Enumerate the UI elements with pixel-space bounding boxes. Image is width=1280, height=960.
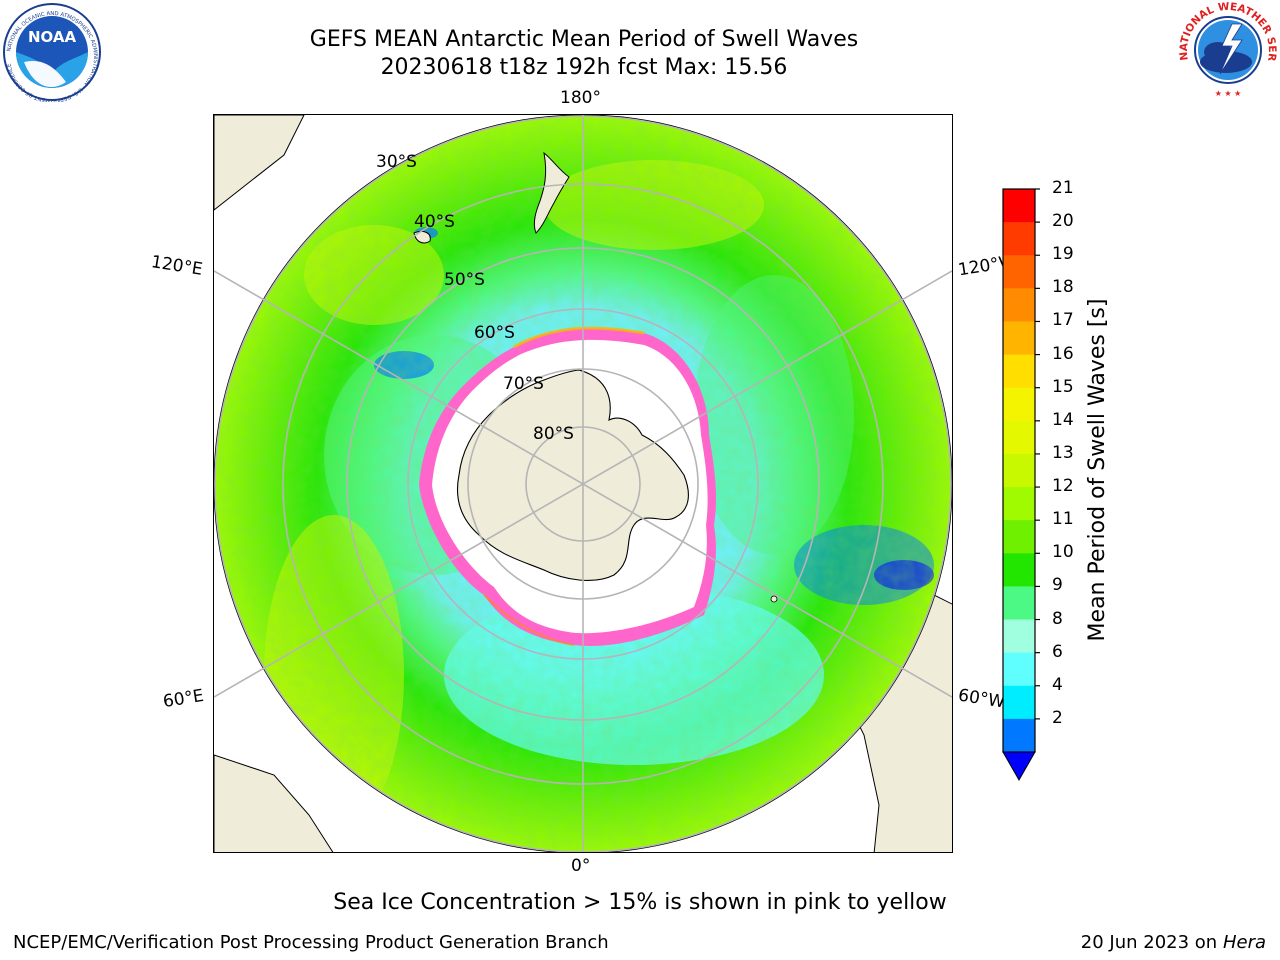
colorbar bbox=[1002, 188, 1040, 782]
colorbar-cell bbox=[1003, 453, 1035, 488]
colorbar-tick-label: 13 bbox=[1052, 442, 1074, 463]
land-new-zealand bbox=[533, 151, 570, 234]
colorbar-cell bbox=[1003, 354, 1035, 389]
colorbar-tick-label: 8 bbox=[1052, 608, 1063, 629]
colorbar-cell bbox=[1003, 321, 1035, 356]
noaa-logo: NOAA NATIONAL OCEANIC AND ATMOSPHERIC AD… bbox=[3, 3, 101, 102]
colorbar-tick-label: 14 bbox=[1052, 409, 1074, 430]
colorbar-cell bbox=[1003, 586, 1035, 621]
colorbar-tick-label: 21 bbox=[1052, 178, 1074, 198]
noaa-logo-text: NOAA bbox=[28, 28, 77, 46]
meridian-label-60w: 60°W bbox=[956, 685, 1007, 713]
land-south-africa bbox=[214, 754, 334, 852]
parallel-label-60s: 60°S bbox=[474, 323, 515, 343]
colorbar-cell bbox=[1003, 718, 1035, 753]
colorbar-tick-label: 17 bbox=[1052, 310, 1074, 331]
footer-host: Hera bbox=[1222, 932, 1266, 953]
colorbar-tick-label: 12 bbox=[1052, 476, 1074, 497]
land-australia bbox=[214, 115, 305, 211]
colorbar-label: Mean Period of Swell Waves [s] bbox=[1085, 298, 1110, 642]
colorbar-cell bbox=[1003, 288, 1035, 322]
colorbar-tick-label: 4 bbox=[1052, 674, 1063, 695]
land-antarctica bbox=[456, 369, 689, 581]
footer-date-text: 20 Jun 2023 on bbox=[1080, 932, 1218, 953]
map-panel bbox=[213, 114, 953, 853]
colorbar-cell bbox=[1003, 255, 1035, 289]
svg-text:★ ★ ★: ★ ★ ★ bbox=[1215, 89, 1242, 98]
meridian-label-120e: 120°E bbox=[149, 252, 204, 280]
colorbar-tick-label: 10 bbox=[1052, 542, 1074, 563]
map-svg bbox=[214, 115, 952, 852]
colorbar-tick-label: 19 bbox=[1052, 244, 1074, 265]
meridian-label-60e: 60°E bbox=[161, 685, 206, 713]
colorbar-extend-arrow bbox=[1002, 751, 1036, 782]
colorbar-tick-label: 6 bbox=[1052, 641, 1063, 662]
colorbar-tick-label: 18 bbox=[1052, 277, 1074, 298]
colorbar-tick-label: 9 bbox=[1052, 575, 1063, 596]
footer-branch: NCEP/EMC/Verification Post Processing Pr… bbox=[13, 932, 609, 953]
parallel-label-50s: 50°S bbox=[444, 270, 485, 290]
colorbar-cell bbox=[1003, 189, 1035, 223]
meridian-label-180: 180° bbox=[560, 88, 601, 108]
nws-logo: NATIONAL WEATHER SERVICE ★ ★ ★ bbox=[1176, 0, 1278, 98]
colorbar-tick-label: 11 bbox=[1052, 509, 1074, 530]
parallel-label-70s: 70°S bbox=[503, 374, 544, 394]
parallel-label-30s: 30°S bbox=[376, 152, 417, 172]
sea-ice-note: Sea Ice Concentration > 15% is shown in … bbox=[333, 890, 947, 915]
chart-subtitle: 20230618 t18z 192h fcst Max: 15.56 bbox=[380, 55, 788, 80]
colorbar-cell bbox=[1003, 619, 1035, 654]
colorbar-tick-labels: 21 20 19 18 17 16 15 14 13 12 11 10 9 8 6 4 2 bbox=[1052, 0, 1092, 960]
colorbar-cell bbox=[1003, 420, 1035, 455]
colorbar-cell bbox=[1003, 553, 1035, 587]
colorbar-tick-label: 2 bbox=[1052, 707, 1063, 728]
footer-date: 20 Jun 2023 on Hera bbox=[1081, 932, 1266, 953]
graticule bbox=[214, 115, 952, 852]
colorbar-cell bbox=[1003, 652, 1035, 687]
colorbar-tick-label: 16 bbox=[1052, 343, 1074, 364]
colorbar-cell bbox=[1003, 222, 1035, 256]
parallel-label-80s: 80°S bbox=[533, 424, 574, 444]
colorbar-tick-label: 20 bbox=[1052, 211, 1074, 232]
chart-title: GEFS MEAN Antarctic Mean Period of Swell… bbox=[309, 27, 859, 52]
parallel-label-40s: 40°S bbox=[414, 212, 455, 232]
colorbar-cell bbox=[1003, 387, 1035, 422]
meridian-label-0: 0° bbox=[571, 856, 591, 876]
colorbar-cell bbox=[1003, 487, 1035, 521]
colorbar-cell bbox=[1003, 520, 1035, 554]
colorbar-tick-label: 15 bbox=[1052, 376, 1074, 397]
colorbar-cell bbox=[1003, 685, 1035, 720]
